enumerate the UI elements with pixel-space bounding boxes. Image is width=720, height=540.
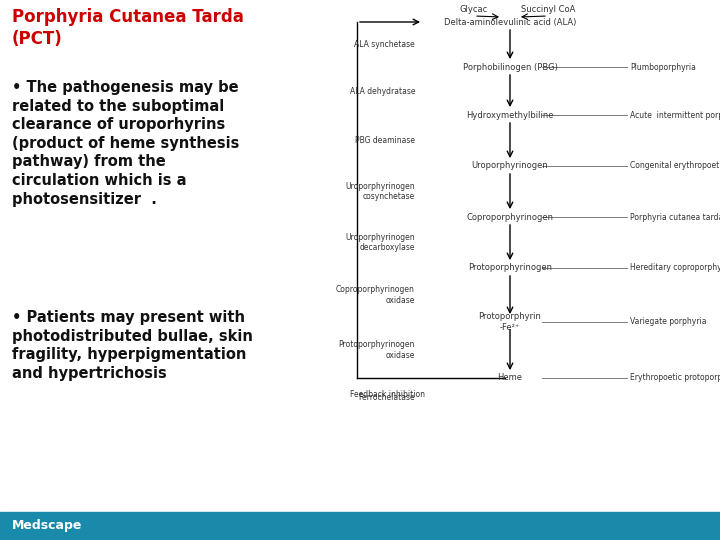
Text: Congenital erythropoetic porphyria: Congenital erythropoetic porphyria <box>630 161 720 171</box>
Text: Succinyl CoA: Succinyl CoA <box>521 5 575 14</box>
Text: Protoporphyrinogen
oxidase: Protoporphyrinogen oxidase <box>338 341 415 360</box>
Bar <box>0 512 720 540</box>
Text: Erythropoetic protoporphyria: Erythropoetic protoporphyria <box>630 374 720 382</box>
Text: Feedback inhibition: Feedback inhibition <box>349 390 425 399</box>
Text: Variegate porphyria: Variegate porphyria <box>630 318 706 327</box>
Text: • The pathogenesis may be
related to the suboptimal
clearance of uroporhyrins
(p: • The pathogenesis may be related to the… <box>12 80 239 207</box>
Text: Protoporphyrinogen: Protoporphyrinogen <box>468 264 552 273</box>
Text: Porphobilinogen (PBG): Porphobilinogen (PBG) <box>462 63 557 71</box>
Text: Glycac: Glycac <box>460 5 488 14</box>
Text: Heme: Heme <box>498 374 523 382</box>
Text: Coproporphyrinogen: Coproporphyrinogen <box>467 213 554 221</box>
Text: Hereditary coproporphyria: Hereditary coproporphyria <box>630 264 720 273</box>
Text: Hydroxymethylbiline: Hydroxymethylbiline <box>467 111 554 119</box>
Text: Medscape: Medscape <box>12 519 82 532</box>
Text: ALA synchetase: ALA synchetase <box>354 40 415 49</box>
Text: Acute  intermittent porphyria: Acute intermittent porphyria <box>630 111 720 119</box>
Text: Uroporphyrinogen
cosynchetase: Uroporphyrinogen cosynchetase <box>346 182 415 201</box>
Text: Uroporphyrinogen
decarboxylase: Uroporphyrinogen decarboxylase <box>346 233 415 252</box>
Text: Delta-aminolevulinic acid (ALA): Delta-aminolevulinic acid (ALA) <box>444 17 576 26</box>
Text: PBG deaminase: PBG deaminase <box>355 136 415 145</box>
Text: Protoporphyrin
-Fe²⁺: Protoporphyrin -Fe²⁺ <box>479 312 541 332</box>
Text: ALA dehydratase: ALA dehydratase <box>349 86 415 96</box>
Text: Porphyria Cutanea Tarda
(PCT): Porphyria Cutanea Tarda (PCT) <box>12 8 244 48</box>
Text: Porphyria cutanea tarda: Porphyria cutanea tarda <box>630 213 720 221</box>
Text: • Patients may present with
photodistributed bullae, skin
fragility, hyperpigmen: • Patients may present with photodistrib… <box>12 310 253 381</box>
Text: Ferrochelatase: Ferrochelatase <box>359 394 415 402</box>
Text: Coproporphyrinogen
oxidase: Coproporphyrinogen oxidase <box>336 286 415 305</box>
Text: Plumboporphyria: Plumboporphyria <box>630 63 696 71</box>
Text: Uroporphyrinogen: Uroporphyrinogen <box>472 161 549 171</box>
